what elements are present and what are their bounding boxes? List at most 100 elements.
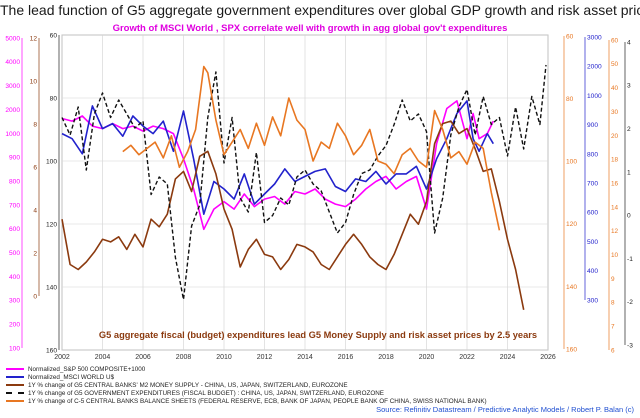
x-tick-label: 2012 [257, 354, 273, 361]
axis-tick-right2_blue: 900 [587, 122, 598, 129]
x-tick-label: 2020 [419, 354, 435, 361]
axis-tick-right4_black: 0 [627, 213, 631, 220]
axis-tick-log_magenta: 500 [9, 250, 20, 257]
x-tick-label: 2006 [135, 354, 151, 361]
axis-tick-right1_orange: 120 [566, 221, 577, 228]
axis-tick-left3_black: 140 [46, 284, 57, 291]
axis-tick-log_magenta: 3000 [5, 83, 20, 90]
axis-tick-log_magenta: 1000 [5, 131, 20, 138]
axis-tick-right3_orange: 14 [611, 204, 619, 211]
axis-tick-right4_black: -2 [627, 299, 633, 306]
x-tick-label: 2016 [338, 354, 354, 361]
legend-swatch [6, 392, 24, 394]
axis-tick-left2_brown: 0 [33, 293, 37, 300]
axis-tick-right3_orange: 9 [611, 276, 615, 283]
axis-tick-right3_orange: 60 [611, 37, 619, 44]
axis-tick-log_magenta: 600 [9, 226, 20, 233]
axis-tick-right4_black: 4 [627, 39, 631, 46]
x-tick-label: 2004 [95, 354, 111, 361]
x-tick-label: 2010 [216, 354, 232, 361]
legend-label: 1Y % change of G5 GOVERNMENT EXPENDITURE… [28, 389, 384, 397]
axis-tick-log_magenta: 300 [9, 298, 20, 305]
x-tick-label: 2014 [297, 354, 313, 361]
series-layer [61, 64, 547, 310]
series-gov-expenditures [61, 64, 547, 301]
series-cb-balance-sheets [122, 65, 501, 231]
legend-item: 1Y % change of G5 GOVERNMENT EXPENDITURE… [6, 389, 384, 397]
axis-tick-right4_black: -3 [627, 342, 633, 349]
axis-tick-right2_blue: 500 [587, 239, 598, 246]
x-tick-label: 2024 [500, 354, 516, 361]
legend-swatch [6, 368, 24, 370]
axis-tick-left2_brown: 2 [33, 250, 37, 257]
axis-tick-right2_blue: 400 [587, 268, 598, 275]
x-tick-label: 2008 [176, 354, 192, 361]
axis-tick-right3_orange: 6 [611, 347, 615, 354]
axis-tick-right4_black: 3 [627, 83, 631, 90]
axis-tick-left2_brown: 10 [30, 78, 38, 85]
axis-tick-log_magenta: 200 [9, 322, 20, 329]
x-tick-label: 2026 [540, 354, 556, 361]
legend-swatch [6, 400, 24, 402]
axis-tick-right3_orange: 16 [611, 180, 619, 187]
axis-tick-right2_blue: 600 [587, 210, 598, 217]
axis-tick-right3_orange: 20 [611, 133, 619, 140]
axis-tick-right3_orange: 10 [611, 252, 619, 259]
axis-tick-right3_orange: 7 [611, 324, 615, 331]
axis-tick-right2_blue: 1000 [587, 93, 602, 100]
legend-item: Normalized_S&P 500 COMPOSITE+1000 [6, 365, 145, 373]
axis-tick-right3_orange: 18 [611, 157, 619, 164]
x-tick-label: 2022 [459, 354, 475, 361]
axis-tick-log_magenta: 900 [9, 155, 20, 162]
axis-tick-left3_black: 80 [50, 95, 58, 102]
x-tick-label: 2018 [378, 354, 394, 361]
axis-tick-log_magenta: 4000 [5, 59, 20, 66]
legend-item: 1Y % change of G5 CENTRAL BANKS' M2 MONE… [6, 381, 348, 389]
axis-tick-right3_orange: 12 [611, 228, 619, 235]
chart-title: The lead function of G5 aggregate govern… [0, 2, 640, 18]
axis-tick-right2_blue: 2000 [587, 64, 602, 71]
axis-tick-left3_black: 100 [46, 158, 57, 165]
series-sp500 [61, 100, 495, 231]
x-tick-label: 2002 [54, 354, 70, 361]
axis-tick-log_magenta: 100 [9, 345, 20, 352]
axis-tick-right3_orange: 30 [611, 109, 619, 116]
axis-tick-right2_blue: 3000 [587, 34, 602, 41]
legend-label: Normalized_MSCI WORLD U$ [28, 373, 115, 381]
axis-tick-log_magenta: 5000 [5, 35, 20, 42]
axis-tick-log_magenta: 400 [9, 274, 20, 281]
axis-tick-right3_orange: 40 [611, 85, 619, 92]
axis-tick-left2_brown: 12 [30, 35, 38, 42]
legend-label: Normalized_S&P 500 COMPOSITE+1000 [28, 365, 146, 373]
axis-tick-right1_orange: 140 [566, 284, 577, 291]
axis-tick-log_magenta: 800 [9, 178, 20, 185]
axis-tick-right2_blue: 700 [587, 181, 598, 188]
legend-swatch [6, 376, 24, 378]
axis-tick-right1_orange: 160 [566, 346, 577, 353]
legend-item: 1Y % change of C-5 CENTRAL BANKS BALANCE… [6, 397, 487, 405]
axis-tick-right4_black: 1 [627, 169, 631, 176]
axis-tick-left3_black: 60 [50, 32, 58, 39]
axis-tick-right2_blue: 300 [587, 297, 598, 304]
axis-tick-right1_orange: 100 [566, 159, 577, 166]
legend-swatch [6, 384, 24, 386]
legend-label: 1Y % change of G5 CENTRAL BANKS' M2 MONE… [28, 381, 348, 389]
source-note: Source: Refinitiv Datastream / Predictiv… [376, 405, 634, 414]
axis-tick-right1_orange: 60 [566, 33, 574, 40]
series-msci-world [61, 100, 494, 215]
axis-tick-right4_black: -1 [627, 256, 633, 263]
legend-label: 1Y % change of C-5 CENTRAL BANKS BALANCE… [28, 397, 487, 405]
axis-tick-right1_orange: 80 [566, 96, 574, 103]
axis-tick-right3_orange: 50 [611, 61, 619, 68]
axis-tick-right3_orange: 8 [611, 300, 615, 307]
legend-item: Normalized_MSCI WORLD U$ [6, 373, 114, 381]
axis-tick-left3_black: 120 [46, 221, 57, 228]
chart-subtitle: Growth of MSCI World , SPX correlate wel… [113, 23, 508, 34]
chart-annotation: G5 aggregate fiscal (budget) expenditure… [99, 330, 537, 340]
axis-tick-left3_black: 160 [46, 347, 57, 354]
axis-tick-right4_black: 2 [627, 126, 631, 133]
axis-tick-left2_brown: 6 [33, 164, 37, 171]
axis-tick-log_magenta: 700 [9, 202, 20, 209]
series-m2-money-supply [61, 120, 525, 310]
